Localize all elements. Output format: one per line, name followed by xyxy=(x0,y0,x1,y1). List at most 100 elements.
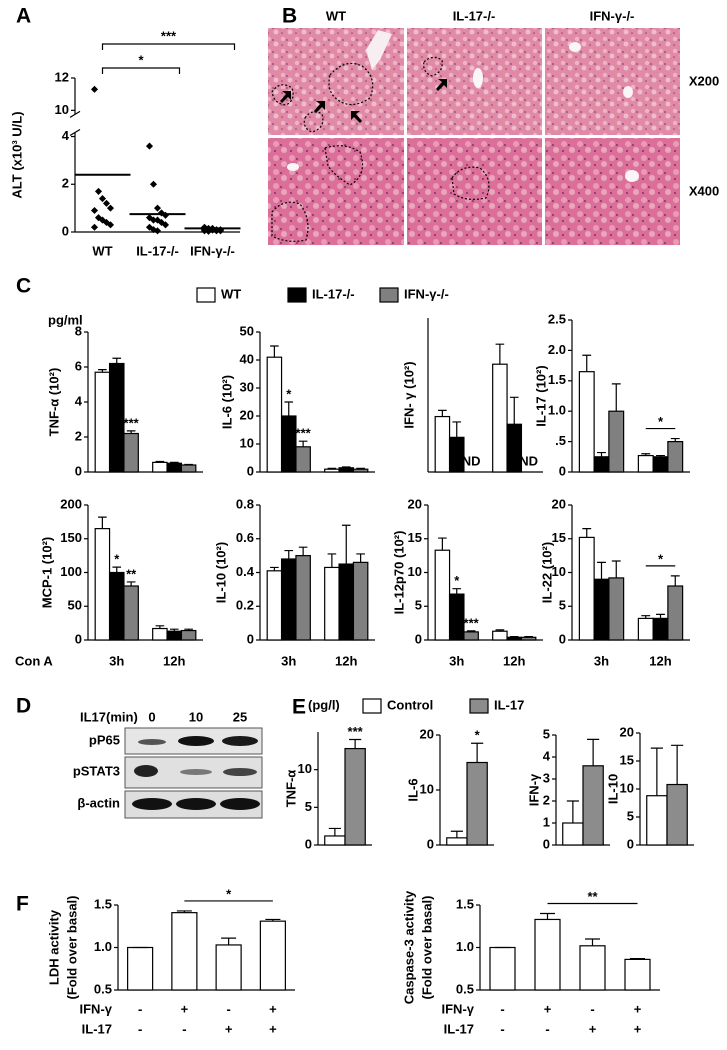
x-tick-label: 3h xyxy=(449,653,464,668)
bar xyxy=(446,837,468,846)
y-axis-label: MCP-1 (10²) xyxy=(39,537,54,609)
error-bar xyxy=(438,537,447,551)
lesion-outline xyxy=(328,62,374,106)
data-point xyxy=(106,204,115,212)
error-bar xyxy=(656,613,665,619)
y-tick-label: 0 xyxy=(62,223,69,238)
lane-label: 25 xyxy=(233,709,247,724)
error-bar xyxy=(155,460,165,463)
data-point xyxy=(153,227,162,235)
y-tick-label: 2 xyxy=(62,176,69,191)
bar xyxy=(652,456,669,473)
bar xyxy=(94,371,111,473)
bar xyxy=(492,363,508,473)
condition-level: - xyxy=(226,1001,230,1016)
error-bar xyxy=(611,383,621,412)
error-bar xyxy=(524,636,533,638)
column-label: IFN-γ-/- xyxy=(590,8,635,23)
y-tick-label: 0 xyxy=(543,836,550,851)
panel-letter: F xyxy=(16,893,29,916)
y-tick-label: 6 xyxy=(75,358,82,373)
y-tick-label: 1 xyxy=(543,814,550,829)
bar xyxy=(123,432,139,473)
y-tick-label: 1.5 xyxy=(548,372,566,387)
micrograph xyxy=(545,28,680,135)
y-tick-label: 1.0 xyxy=(456,939,474,954)
y-tick-label: 50 xyxy=(68,598,82,613)
bar xyxy=(344,747,366,846)
y-axis-label: IL-22 (10²) xyxy=(539,542,554,603)
bar xyxy=(637,454,654,473)
error-bar xyxy=(671,744,684,785)
x-tick-label: 12h xyxy=(649,653,671,668)
y-tick-label: 0 xyxy=(75,631,82,646)
bar xyxy=(324,468,340,473)
y-axis-label: IFN-γ xyxy=(526,773,541,806)
y-tick-label: 0.2 xyxy=(236,598,254,613)
y-tick-label: 2.5 xyxy=(548,311,566,326)
bar xyxy=(127,946,154,991)
error-bar xyxy=(540,912,555,920)
bar xyxy=(593,456,610,473)
x-tick-label: 3h xyxy=(109,653,124,668)
bar xyxy=(338,563,355,641)
error-bar xyxy=(327,467,337,470)
y-tick-label: 10 xyxy=(298,761,312,776)
y-tick-label: 0 xyxy=(247,631,254,646)
y-tick-label: 100 xyxy=(60,564,82,579)
data-point xyxy=(161,221,170,229)
condition-level: - xyxy=(545,1021,549,1036)
error-bar xyxy=(112,357,122,364)
legend-swatch xyxy=(362,698,382,714)
x-tick-label: 3h xyxy=(594,653,609,668)
y-tick-label: 1.5 xyxy=(94,896,112,911)
row-label: X200 xyxy=(689,73,719,88)
x-tick-label: IFN-γ-/- xyxy=(190,243,235,258)
y-tick-label: 4 xyxy=(543,748,551,763)
significance-label: *** xyxy=(161,28,177,43)
error-bar xyxy=(270,345,279,358)
bar xyxy=(352,561,369,641)
error-bar xyxy=(341,524,351,565)
row-label: X400 xyxy=(689,183,719,198)
y-tick-label: 0.5 xyxy=(456,981,474,996)
error-bar xyxy=(112,566,122,573)
error-bar xyxy=(169,461,179,464)
error-bar xyxy=(327,553,337,568)
lesion-outline xyxy=(303,111,324,133)
blot-band xyxy=(132,798,172,810)
y-axis-label: (Fold over basal) xyxy=(64,895,79,999)
y-tick-label: 10 xyxy=(55,102,69,117)
bar xyxy=(295,555,311,641)
vessel xyxy=(625,170,639,182)
legend-swatch xyxy=(469,698,489,714)
bar xyxy=(582,765,604,846)
error-bar xyxy=(356,553,365,563)
condition-level: + xyxy=(225,1021,233,1036)
y-tick-label: 0 xyxy=(415,631,422,646)
condition-level: + xyxy=(589,1021,597,1036)
data-point xyxy=(204,227,213,235)
significance-label: ND xyxy=(519,453,538,468)
y-tick-label: 2.0 xyxy=(548,342,566,357)
bar xyxy=(562,822,584,846)
data-point xyxy=(106,221,115,229)
y-tick-label: 1.0 xyxy=(94,939,112,954)
y-axis-label: Caspase-3 activity xyxy=(401,890,416,1004)
y-tick-label: 1.0 xyxy=(548,403,566,418)
bar xyxy=(448,593,465,641)
data-point xyxy=(102,199,111,207)
bar xyxy=(492,630,508,641)
bar xyxy=(266,570,283,641)
error-bar xyxy=(176,910,192,913)
condition-level: + xyxy=(634,1001,642,1016)
error-bar xyxy=(509,636,519,638)
legend-swatch xyxy=(379,287,399,303)
blot-band xyxy=(223,768,257,776)
y-tick-label: 15 xyxy=(552,530,566,545)
y-axis-label: IL-6 (10²) xyxy=(219,375,234,429)
legend-label: IL-17-/- xyxy=(312,286,355,301)
error-bar xyxy=(452,421,462,438)
bar xyxy=(108,362,125,473)
